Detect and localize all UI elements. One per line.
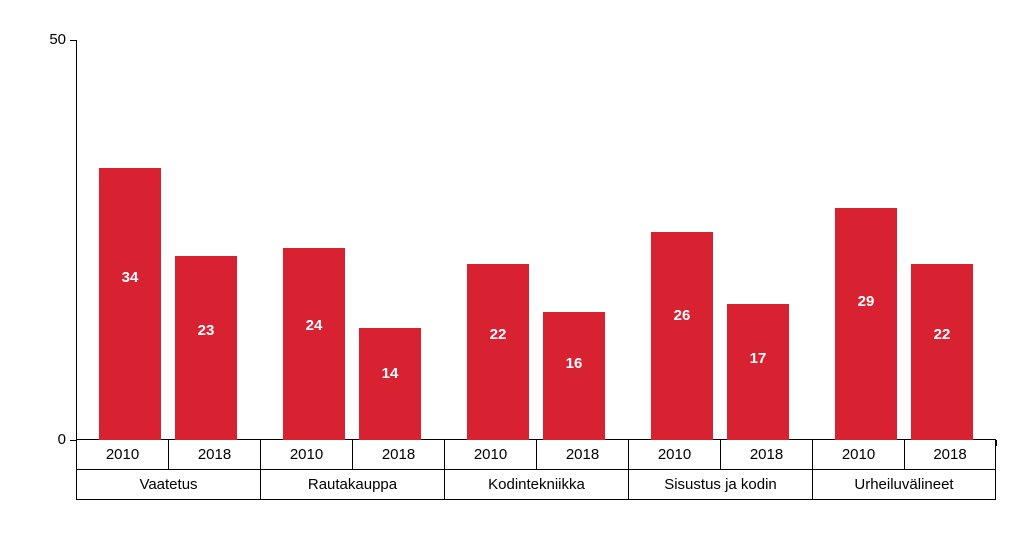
group-cell: Rautakauppa bbox=[260, 470, 444, 500]
bar: 22 bbox=[467, 264, 529, 440]
bar: 14 bbox=[359, 328, 421, 440]
bar-chart: 05034232414221626172922 bbox=[76, 40, 996, 440]
bar: 17 bbox=[727, 304, 789, 440]
bar-value-label: 14 bbox=[359, 365, 421, 382]
bar-value-label: 16 bbox=[543, 355, 605, 372]
year-cell: 2018 bbox=[352, 440, 444, 470]
year-cell: 2010 bbox=[628, 440, 720, 470]
group-cell: Kodintekniikka bbox=[444, 470, 628, 500]
year-cell: 2018 bbox=[536, 440, 628, 470]
bar-value-label: 34 bbox=[99, 269, 161, 286]
year-cell: 2010 bbox=[76, 440, 168, 470]
category-left-border bbox=[76, 440, 77, 500]
bar: 22 bbox=[911, 264, 973, 440]
y-tick-label: 50 bbox=[49, 31, 66, 48]
y-tick-mark bbox=[70, 40, 76, 41]
year-cell: 2018 bbox=[168, 440, 260, 470]
year-cell: 2010 bbox=[812, 440, 904, 470]
bar-value-label: 22 bbox=[467, 326, 529, 343]
bar: 26 bbox=[651, 232, 713, 440]
year-cell: 2010 bbox=[260, 440, 352, 470]
group-cell: Sisustus ja kodin bbox=[628, 470, 812, 500]
year-cell: 2018 bbox=[904, 440, 996, 470]
bar: 24 bbox=[283, 248, 345, 440]
x-tick-mark bbox=[996, 440, 997, 446]
category-row-years: 2010201820102018201020182010201820102018 bbox=[76, 440, 996, 470]
bar-value-label: 24 bbox=[283, 317, 345, 334]
bar-value-label: 29 bbox=[835, 293, 897, 310]
bar: 34 bbox=[99, 168, 161, 440]
bar: 16 bbox=[543, 312, 605, 440]
bar-value-label: 23 bbox=[175, 322, 237, 339]
bar: 23 bbox=[175, 256, 237, 440]
group-cell: Vaatetus bbox=[76, 470, 260, 500]
y-axis bbox=[76, 40, 77, 440]
y-tick-label: 0 bbox=[58, 431, 66, 448]
bar-value-label: 17 bbox=[727, 350, 789, 367]
bar-value-label: 26 bbox=[651, 307, 713, 324]
year-cell: 2010 bbox=[444, 440, 536, 470]
bar-value-label: 22 bbox=[911, 326, 973, 343]
group-cell: Urheiluvälineet bbox=[812, 470, 996, 500]
category-row-groups: VaatetusRautakauppaKodintekniikkaSisustu… bbox=[76, 470, 996, 500]
year-cell: 2018 bbox=[720, 440, 812, 470]
category-axis: 2010201820102018201020182010201820102018… bbox=[76, 440, 996, 500]
bar: 29 bbox=[835, 208, 897, 440]
